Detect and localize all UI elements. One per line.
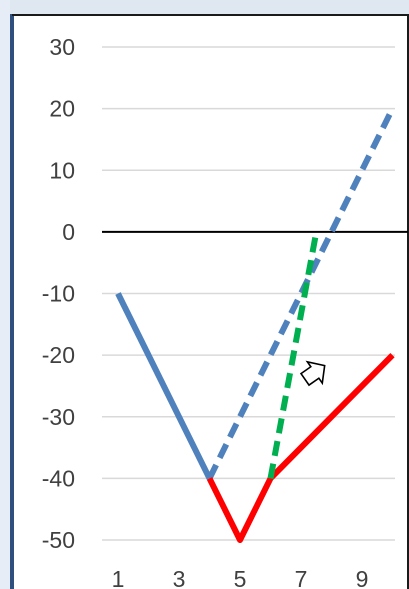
y-tick-label: 20 — [49, 96, 75, 122]
y-tick-label: -40 — [42, 465, 75, 491]
y-tick-label: 0 — [62, 219, 75, 245]
hollow-arrow-cursor-icon — [299, 360, 326, 387]
y-tick-label: -50 — [42, 527, 75, 553]
y-tick-label: -20 — [42, 342, 75, 368]
y-tick-label: -30 — [42, 404, 75, 430]
chart-left-frame — [0, 0, 10, 589]
data-series — [115, 107, 396, 543]
blue-solid-series-line — [115, 292, 213, 480]
red-series-line — [206, 352, 395, 543]
x-tick-label: 3 — [173, 566, 186, 589]
y-tick-label: -10 — [42, 281, 75, 307]
green-dashed-series-line — [267, 231, 320, 479]
annotations — [299, 360, 326, 387]
y-tick-label: 30 — [49, 34, 75, 60]
x-tick-label: 7 — [295, 566, 308, 589]
x-tick-label: 1 — [112, 566, 125, 589]
x-axis-tick-labels: 1 3 5 7 9 — [112, 566, 369, 589]
x-tick-label: 5 — [234, 566, 247, 589]
x-tick-label: 9 — [356, 566, 369, 589]
y-tick-label: 10 — [49, 157, 75, 183]
plot-area — [12, 14, 409, 589]
y-axis-tick-labels: 30 20 10 0 -10 -20 -30 -40 -50 — [42, 34, 75, 553]
